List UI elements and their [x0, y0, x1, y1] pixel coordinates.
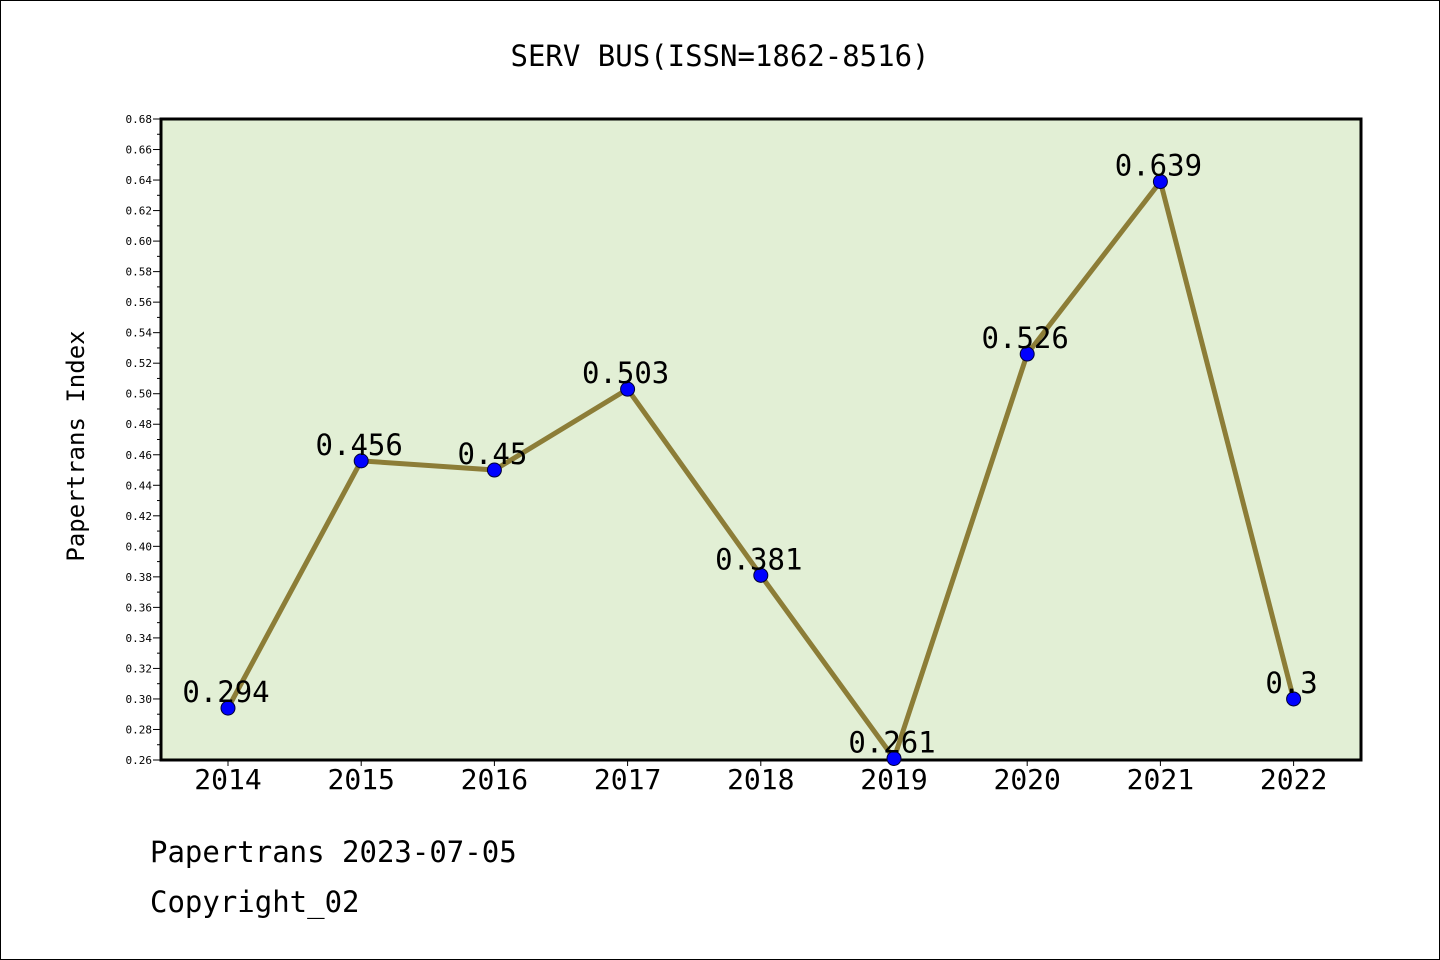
data-label: 0.526 [982, 321, 1069, 355]
data-labels: 0.294 0.456 0.45 0.503 0.381 0.261 0.526 0.639 0… [182, 149, 1317, 760]
data-label: 0.503 [582, 356, 669, 390]
data-point [1152, 174, 1168, 190]
data-label: 0.639 [1115, 149, 1202, 183]
data-point [220, 700, 236, 716]
data-point [1286, 691, 1302, 707]
data-label: 0.3 [1265, 666, 1317, 700]
x-tick-label: 2017 [594, 763, 661, 796]
y-tick-label: 0.56 [126, 296, 153, 309]
x-tick-label: 2014 [194, 763, 261, 796]
x-tick-label: 2019 [860, 763, 927, 796]
data-label: 0.45 [457, 437, 527, 471]
plot-area [159, 117, 1363, 762]
y-tick-label: 0.50 [126, 388, 153, 401]
x-tick-label: 2016 [461, 763, 528, 796]
y-tick-label: 0.60 [126, 235, 153, 248]
y-tick-label: 0.42 [126, 510, 153, 523]
data-label: 0.456 [316, 428, 403, 462]
data-label: 0.261 [848, 725, 935, 759]
y-tick-label: 0.66 [126, 144, 153, 157]
data-markers [220, 174, 1302, 766]
data-point [486, 462, 502, 478]
y-tick-label: 0.28 [126, 723, 153, 736]
y-tick-label: 0.62 [126, 205, 153, 218]
data-point [620, 381, 636, 397]
data-point [353, 453, 369, 469]
y-axis: 0.26 0.28 0.30 0.32 0.34 0.36 0.38 0.40 0.42 0.44… [126, 113, 161, 767]
y-tick-label: 0.38 [126, 571, 153, 584]
y-tick-label: 0.58 [126, 266, 153, 279]
y-tick-label: 0.52 [126, 357, 153, 370]
y-tick-label: 0.34 [126, 632, 153, 645]
data-point [1019, 346, 1035, 362]
x-tick-label: 2015 [327, 763, 394, 796]
y-axis-label: Papertrans Index [62, 330, 90, 561]
data-point [753, 567, 769, 583]
y-tick-label: 0.64 [126, 174, 153, 187]
y-tick-label: 0.26 [126, 754, 153, 767]
y-tick-label: 0.54 [126, 327, 153, 340]
data-label: 0.294 [182, 675, 269, 709]
y-tick-label: 0.40 [126, 540, 153, 553]
x-axis: 2014 2015 2016 2017 2018 2019 2020 2021 2022 [194, 760, 1327, 796]
y-tick-label: 0.68 [126, 113, 153, 126]
y-tick-label: 0.46 [126, 449, 153, 462]
x-tick-label: 2020 [993, 763, 1060, 796]
data-point [886, 750, 902, 766]
y-tick-label: 0.36 [126, 601, 153, 614]
data-label: 0.381 [715, 542, 802, 576]
footer-date: Papertrans 2023-07-05 [150, 835, 517, 869]
y-tick-label: 0.30 [126, 693, 153, 706]
y-tick-label: 0.48 [126, 418, 153, 431]
x-tick-label: 2018 [727, 763, 794, 796]
footer-copyright: Copyright_02 [150, 885, 360, 919]
x-tick-label: 2022 [1260, 763, 1327, 796]
x-tick-label: 2021 [1127, 763, 1194, 796]
y-tick-label: 0.44 [126, 479, 153, 492]
y-tick-label: 0.32 [126, 662, 153, 675]
chart-title: SERV BUS(ISSN=1862-8516) [510, 39, 929, 73]
